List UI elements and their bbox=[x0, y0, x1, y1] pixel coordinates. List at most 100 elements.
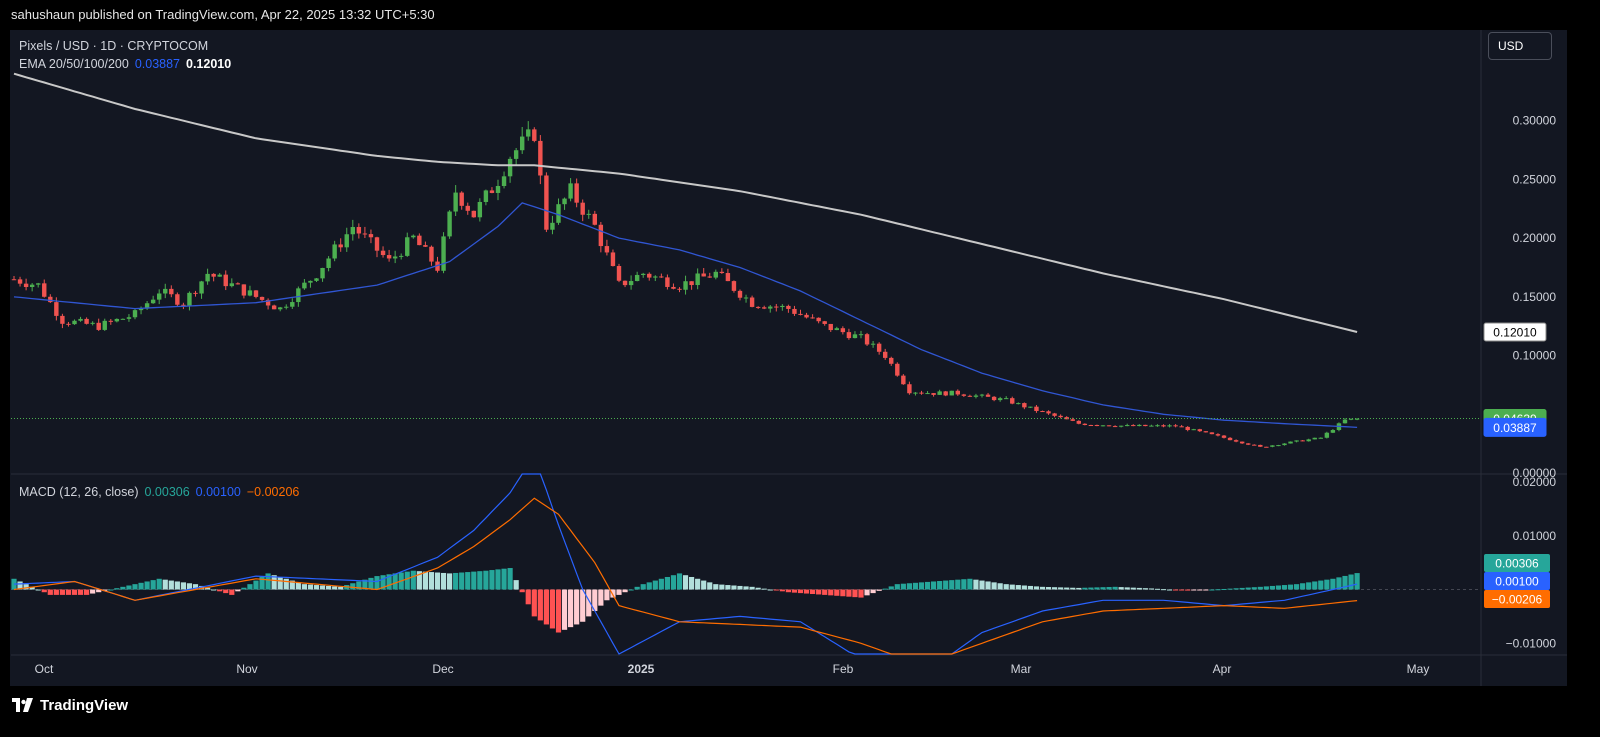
macd-histogram-bar[interactable] bbox=[138, 582, 144, 590]
macd-histogram-bar[interactable] bbox=[156, 578, 162, 590]
macd-histogram-bar[interactable] bbox=[610, 589, 616, 598]
candle-body[interactable] bbox=[1155, 425, 1160, 427]
candle-body[interactable] bbox=[580, 202, 585, 215]
macd-histogram-bar[interactable] bbox=[41, 589, 47, 593]
candle-body[interactable] bbox=[1252, 444, 1257, 446]
candle-body[interactable] bbox=[883, 351, 888, 358]
candle-body[interactable] bbox=[302, 282, 307, 289]
macd-badge[interactable] bbox=[1484, 572, 1550, 590]
macd-histogram-bar[interactable] bbox=[265, 573, 271, 590]
macd-histogram-bar[interactable] bbox=[967, 578, 973, 590]
candle-body[interactable] bbox=[1064, 417, 1069, 420]
macd-histogram-bar[interactable] bbox=[1088, 587, 1094, 590]
candle-body[interactable] bbox=[568, 183, 573, 199]
macd-histogram-bar[interactable] bbox=[295, 582, 301, 590]
candle-body[interactable] bbox=[628, 281, 634, 286]
candle-body[interactable] bbox=[526, 129, 531, 137]
candle-body[interactable] bbox=[1276, 445, 1281, 447]
macd-histogram-bar[interactable] bbox=[973, 579, 979, 590]
candle-body[interactable] bbox=[1179, 426, 1184, 428]
macd-histogram-bar[interactable] bbox=[434, 572, 441, 590]
candle-body[interactable] bbox=[253, 290, 259, 297]
macd-histogram-bar[interactable] bbox=[253, 580, 259, 590]
candle-body[interactable] bbox=[822, 321, 827, 324]
candle-body[interactable] bbox=[11, 279, 17, 281]
candle-body[interactable] bbox=[1058, 415, 1063, 418]
candle-body[interactable] bbox=[731, 281, 737, 291]
macd-histogram-bar[interactable] bbox=[489, 570, 495, 590]
macd-histogram-bar[interactable] bbox=[1197, 589, 1203, 591]
candle-body[interactable] bbox=[150, 299, 156, 304]
macd-histogram-bar[interactable] bbox=[513, 580, 519, 590]
macd-histogram-bar[interactable] bbox=[785, 589, 791, 593]
candle-body[interactable] bbox=[1004, 398, 1009, 400]
candle-body[interactable] bbox=[72, 320, 77, 325]
candle-body[interactable] bbox=[949, 390, 954, 396]
symbol-legend[interactable]: Pixels / USD · 1D · CRYPTOCOM bbox=[19, 39, 214, 53]
macd-histogram-bar[interactable] bbox=[906, 583, 912, 590]
candle-body[interactable] bbox=[1197, 429, 1202, 432]
candle-body[interactable] bbox=[1312, 437, 1317, 440]
macd-histogram-bar[interactable] bbox=[453, 572, 459, 590]
candle-body[interactable] bbox=[532, 129, 537, 141]
macd-histogram-bar[interactable] bbox=[634, 586, 640, 590]
candle-body[interactable] bbox=[520, 136, 525, 151]
macd-histogram-bar[interactable] bbox=[1118, 587, 1124, 590]
macd-histogram-bar[interactable] bbox=[773, 589, 779, 591]
macd-histogram-bar[interactable] bbox=[465, 572, 471, 590]
macd-histogram-bar[interactable] bbox=[912, 582, 919, 590]
candle-body[interactable] bbox=[132, 310, 138, 318]
macd-histogram-bar[interactable] bbox=[1221, 588, 1227, 590]
macd-histogram-bar[interactable] bbox=[205, 587, 211, 590]
candle-body[interactable] bbox=[707, 276, 712, 278]
macd-histogram-bar[interactable] bbox=[1070, 587, 1076, 590]
macd-histogram-bar[interactable] bbox=[731, 585, 737, 590]
candle-body[interactable] bbox=[719, 271, 725, 274]
macd-histogram-bar[interactable] bbox=[422, 571, 428, 590]
candle-body[interactable] bbox=[913, 392, 918, 394]
macd-histogram-bar[interactable] bbox=[1239, 587, 1245, 590]
macd-histogram-bar[interactable] bbox=[1094, 587, 1100, 590]
candle-body[interactable] bbox=[1306, 439, 1311, 442]
candle-body[interactable] bbox=[1143, 424, 1148, 427]
macd-histogram-bar[interactable] bbox=[1009, 584, 1015, 590]
macd-histogram-bar[interactable] bbox=[537, 589, 543, 621]
candle-body[interactable] bbox=[677, 288, 682, 290]
ema-legend[interactable]: EMA 20/50/100/200 0.03887 0.12010 bbox=[19, 57, 237, 71]
candle-body[interactable] bbox=[858, 334, 864, 336]
macd-histogram-bar[interactable] bbox=[198, 585, 205, 590]
ema-slow-line[interactable] bbox=[13, 72, 1358, 333]
candle-body[interactable] bbox=[852, 334, 858, 339]
candle-body[interactable] bbox=[66, 323, 71, 325]
candle-body[interactable] bbox=[380, 250, 386, 256]
candle-body[interactable] bbox=[592, 213, 597, 225]
macd-histogram-bar[interactable] bbox=[1342, 575, 1348, 590]
candle-body[interactable] bbox=[259, 296, 265, 300]
candle-body[interactable] bbox=[29, 284, 35, 288]
candle-body[interactable] bbox=[471, 210, 476, 218]
macd-histogram-bar[interactable] bbox=[1263, 586, 1269, 590]
candle-body[interactable] bbox=[356, 227, 362, 234]
macd-histogram-bar[interactable] bbox=[1318, 580, 1324, 590]
candle-body[interactable] bbox=[889, 357, 894, 364]
macd-histogram-bar[interactable] bbox=[1281, 585, 1288, 590]
candle-body[interactable] bbox=[229, 283, 234, 287]
macd-histogram-bar[interactable] bbox=[174, 581, 180, 590]
macd-histogram-bar[interactable] bbox=[676, 573, 683, 590]
candle-body[interactable] bbox=[768, 306, 773, 309]
candle-body[interactable] bbox=[217, 274, 222, 277]
macd-histogram-bar[interactable] bbox=[313, 585, 320, 590]
candle-body[interactable] bbox=[1094, 425, 1100, 427]
candle-body[interactable] bbox=[1288, 441, 1293, 444]
candle-body[interactable] bbox=[211, 273, 216, 277]
macd-histogram-bar[interactable] bbox=[1251, 587, 1257, 590]
candle-body[interactable] bbox=[810, 317, 815, 319]
macd-histogram-bar[interactable] bbox=[1227, 588, 1233, 590]
candle-body[interactable] bbox=[1191, 429, 1196, 431]
macd-histogram-bar[interactable] bbox=[876, 589, 882, 591]
candle-body[interactable] bbox=[489, 190, 495, 193]
macd-histogram-bar[interactable] bbox=[1257, 586, 1263, 590]
macd-histogram-bar[interactable] bbox=[277, 576, 283, 590]
macd-histogram-bar[interactable] bbox=[386, 574, 392, 590]
macd-histogram-bar[interactable] bbox=[580, 589, 586, 622]
